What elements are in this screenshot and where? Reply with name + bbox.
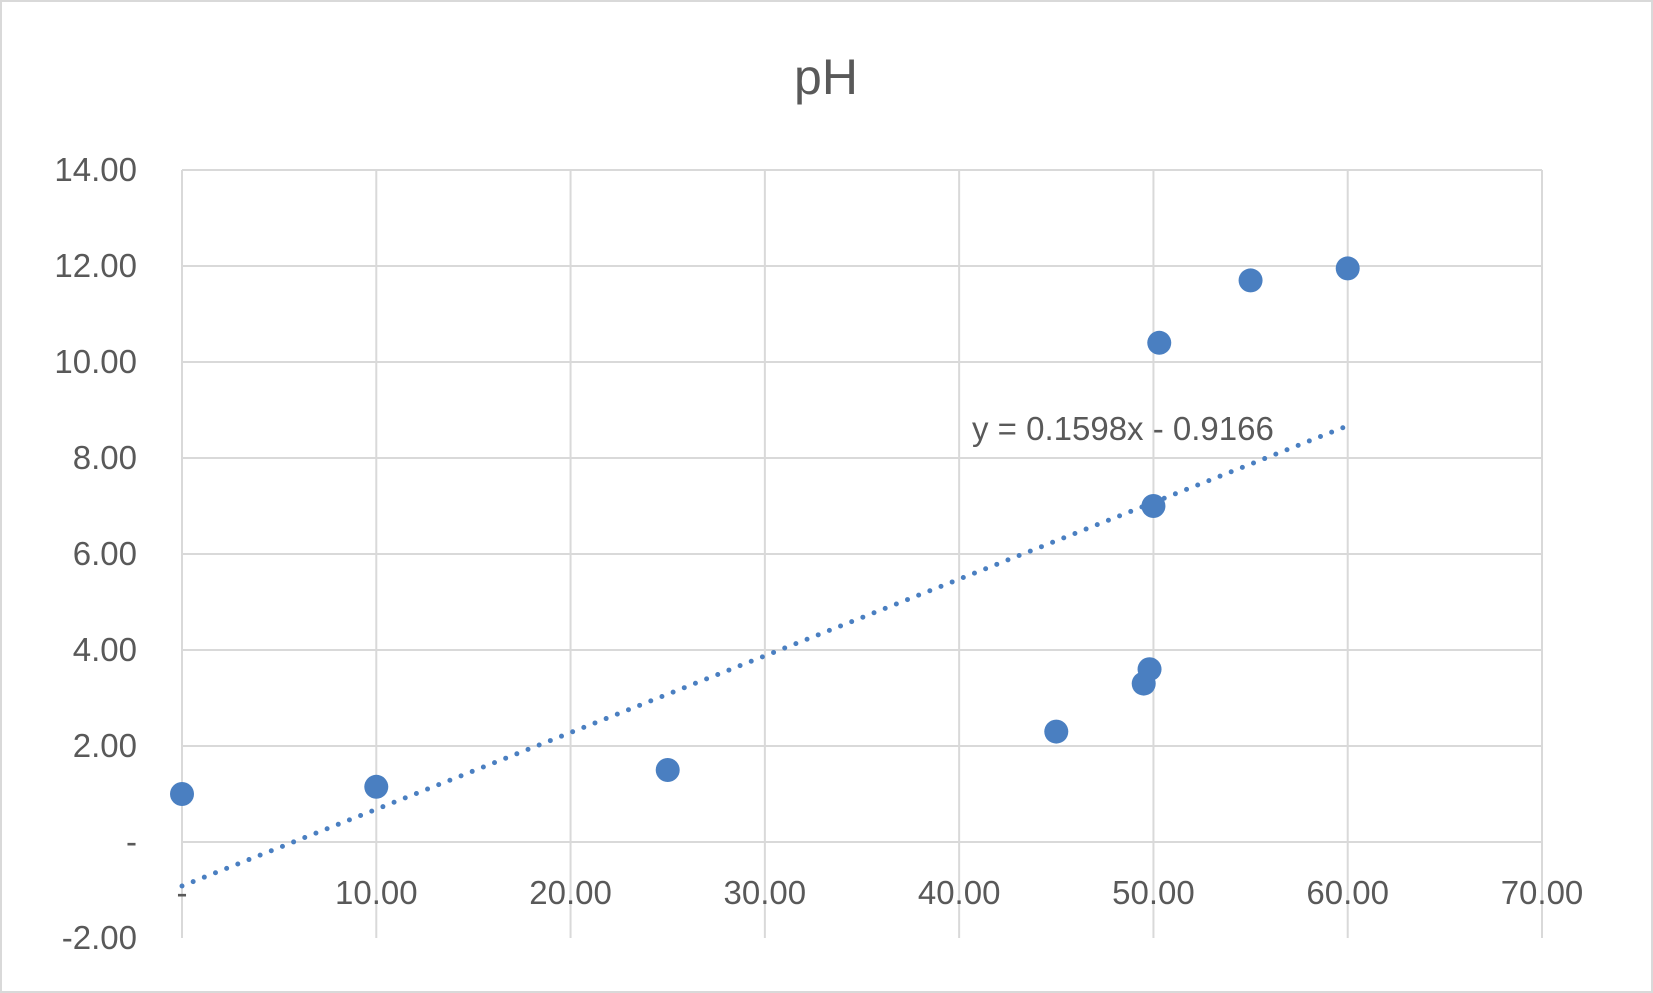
- y-tick-label: 6.00: [73, 535, 137, 572]
- y-tick-label: -2.00: [62, 919, 137, 956]
- data-point: [1141, 494, 1166, 518]
- y-tick-label: 12.00: [54, 247, 137, 284]
- x-tick-label: 20.00: [529, 874, 612, 911]
- data-point: [1238, 268, 1263, 293]
- data-point: [1147, 330, 1172, 355]
- y-tick-label: 2.00: [73, 727, 137, 764]
- trendline-equation: y = 0.1598x - 0.9166: [972, 410, 1274, 447]
- grid: [182, 169, 1543, 938]
- data-point: [170, 782, 194, 806]
- y-tick-label: 10.00: [54, 343, 137, 380]
- data-points: [170, 256, 1360, 806]
- data-point: [1335, 256, 1360, 281]
- data-point: [655, 758, 680, 782]
- x-tick-label: 40.00: [918, 874, 1001, 911]
- y-tick-label: 4.00: [73, 631, 137, 668]
- data-point: [1044, 719, 1069, 744]
- y-tick-label: -: [126, 823, 137, 860]
- data-point: [364, 774, 389, 799]
- data-point: [1137, 657, 1162, 682]
- x-tick-label: -: [177, 874, 188, 911]
- x-tick-label: 30.00: [724, 874, 807, 911]
- y-tick-label: 8.00: [73, 439, 137, 476]
- x-tick-label: 10.00: [335, 874, 418, 911]
- chart-title: pH: [794, 49, 858, 105]
- x-tick-label: 50.00: [1112, 874, 1195, 911]
- x-tick-label: 60.00: [1306, 874, 1389, 911]
- y-tick-label: 14.00: [54, 151, 137, 188]
- x-tick-label: 70.00: [1501, 874, 1584, 911]
- axes: [181, 170, 1542, 938]
